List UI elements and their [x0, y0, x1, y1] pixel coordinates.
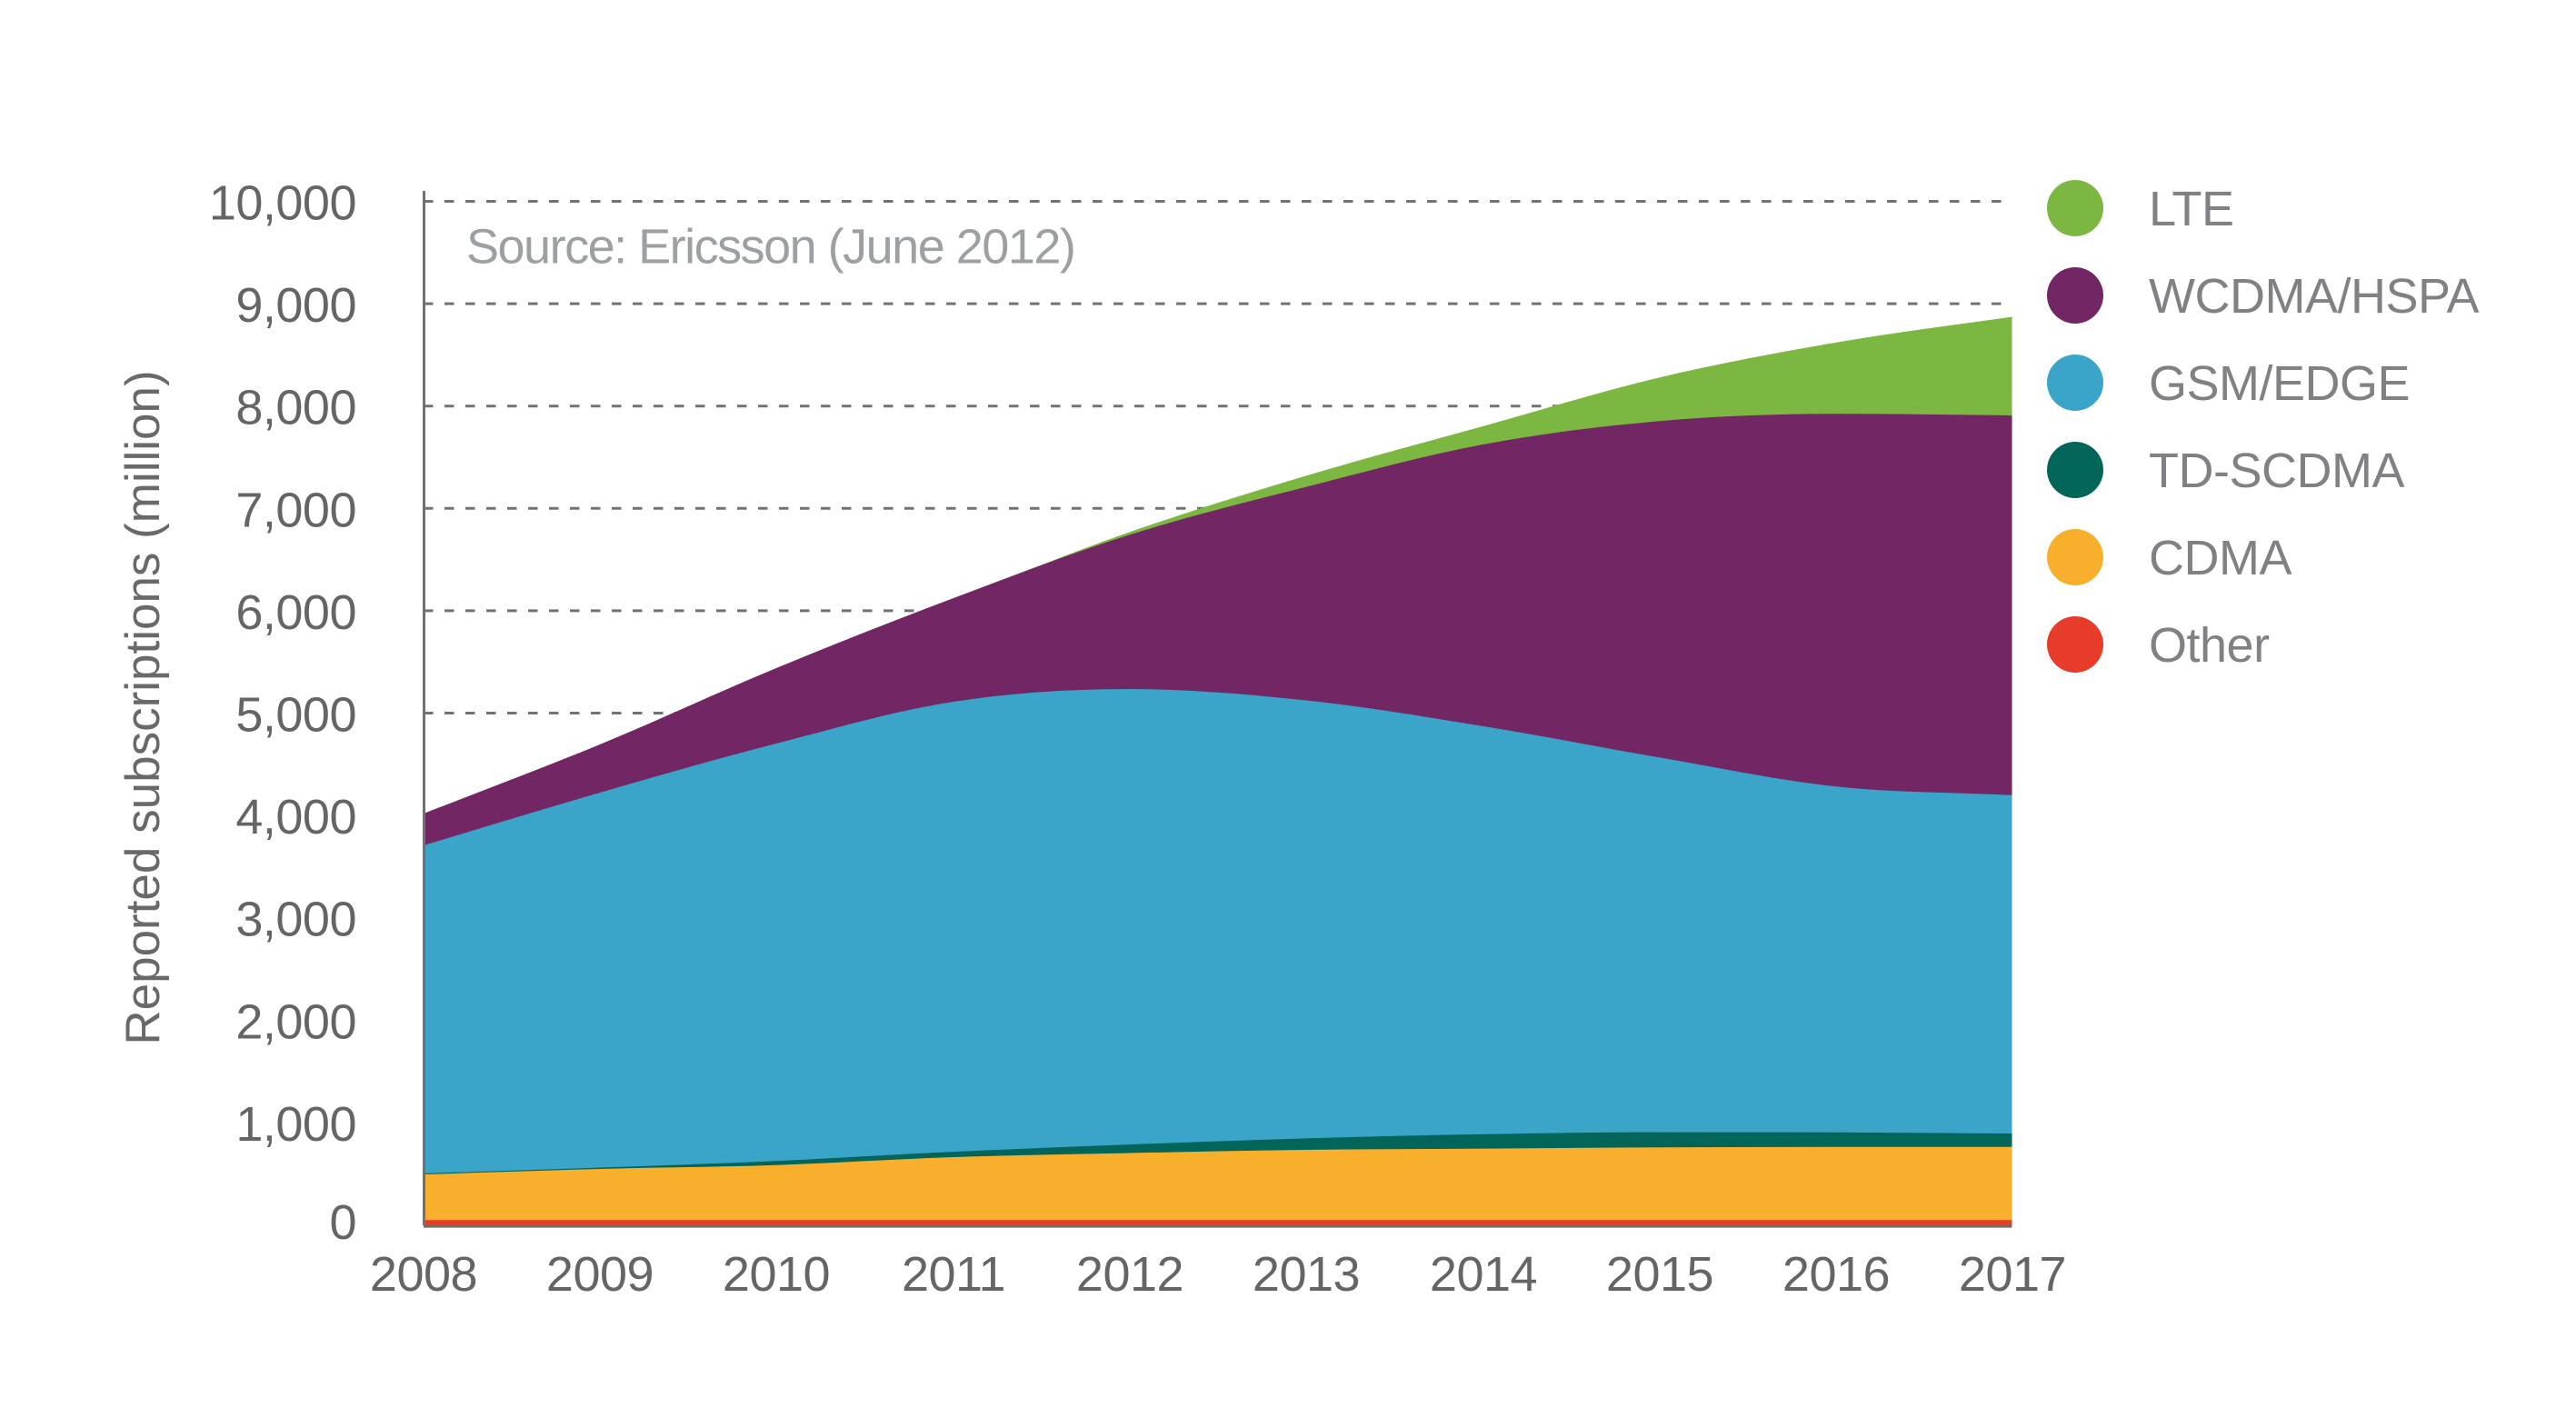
svg-text:2014: 2014 [1430, 1247, 1537, 1302]
svg-text:Reported subscriptions (millio: Reported subscriptions (million) [116, 370, 170, 1044]
svg-text:2009: 2009 [546, 1247, 654, 1302]
svg-text:2015: 2015 [1606, 1247, 1713, 1302]
svg-text:2013: 2013 [1253, 1247, 1360, 1302]
svg-text:2012: 2012 [1076, 1247, 1183, 1302]
svg-text:8,000: 8,000 [235, 381, 356, 435]
svg-text:0: 0 [329, 1195, 356, 1250]
svg-text:TD-SCDMA: TD-SCDMA [2149, 444, 2404, 498]
svg-text:6,000: 6,000 [235, 585, 356, 640]
svg-text:2017: 2017 [1959, 1247, 2066, 1302]
svg-text:1,000: 1,000 [235, 1097, 356, 1152]
svg-text:9,000: 9,000 [235, 278, 356, 333]
svg-text:5,000: 5,000 [235, 688, 356, 743]
svg-text:4,000: 4,000 [235, 790, 356, 844]
svg-text:2,000: 2,000 [235, 994, 356, 1049]
svg-text:2008: 2008 [370, 1247, 477, 1302]
svg-text:WCDMA/HSPA: WCDMA/HSPA [2149, 269, 2479, 324]
svg-text:10,000: 10,000 [209, 176, 356, 231]
svg-text:Other: Other [2149, 618, 2270, 673]
svg-text:7,000: 7,000 [235, 483, 356, 537]
svg-text:GSM/EDGE: GSM/EDGE [2149, 356, 2410, 411]
svg-text:CDMA: CDMA [2149, 531, 2291, 585]
svg-text:2016: 2016 [1782, 1247, 1890, 1302]
svg-text:2011: 2011 [902, 1247, 1005, 1302]
svg-text:2010: 2010 [723, 1247, 830, 1302]
svg-text:3,000: 3,000 [235, 893, 356, 947]
svg-text:LTE: LTE [2149, 182, 2234, 236]
svg-text:Source: Ericsson (June 2012): Source: Ericsson (June 2012) [466, 220, 1074, 275]
